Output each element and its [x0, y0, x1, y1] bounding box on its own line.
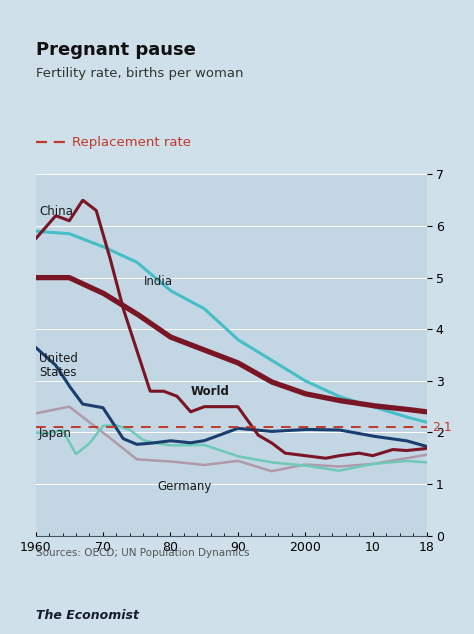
Text: Germany: Germany — [157, 480, 211, 493]
Text: Japan: Japan — [39, 427, 72, 441]
Text: 2.1: 2.1 — [432, 421, 452, 434]
Text: India: India — [144, 275, 173, 288]
Text: Sources: OECD; UN Population Dynamics: Sources: OECD; UN Population Dynamics — [36, 548, 249, 559]
Text: Replacement rate: Replacement rate — [72, 136, 191, 148]
Text: China: China — [39, 205, 73, 218]
Text: Pregnant pause: Pregnant pause — [36, 41, 195, 59]
Text: United
States: United States — [39, 353, 78, 380]
Text: Fertility rate, births per woman: Fertility rate, births per woman — [36, 67, 243, 80]
Text: The Economist: The Economist — [36, 609, 138, 622]
Text: World: World — [191, 385, 229, 398]
